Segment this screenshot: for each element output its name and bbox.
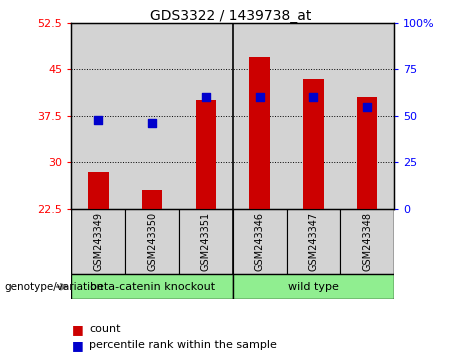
Text: count: count bbox=[89, 324, 120, 334]
Point bbox=[148, 120, 156, 126]
Bar bbox=[340, 209, 394, 274]
Point bbox=[310, 95, 317, 100]
Bar bbox=[88, 172, 109, 209]
Text: genotype/variation: genotype/variation bbox=[5, 282, 104, 292]
Text: GDS3322 / 1439738_at: GDS3322 / 1439738_at bbox=[150, 9, 311, 23]
Bar bbox=[179, 209, 233, 274]
Bar bbox=[71, 274, 233, 299]
Bar bbox=[303, 79, 324, 209]
Point bbox=[364, 104, 371, 109]
Text: GSM243348: GSM243348 bbox=[362, 212, 372, 271]
Text: ■: ■ bbox=[71, 339, 83, 352]
Text: GSM243346: GSM243346 bbox=[254, 212, 265, 271]
Text: wild type: wild type bbox=[288, 282, 339, 292]
Text: GSM243350: GSM243350 bbox=[147, 212, 157, 271]
Text: beta-catenin knockout: beta-catenin knockout bbox=[89, 282, 215, 292]
Bar bbox=[357, 97, 378, 209]
Bar bbox=[142, 190, 162, 209]
Text: ■: ■ bbox=[71, 323, 83, 336]
Bar bbox=[125, 209, 179, 274]
Text: percentile rank within the sample: percentile rank within the sample bbox=[89, 340, 277, 350]
Bar bbox=[233, 209, 287, 274]
Text: GSM243347: GSM243347 bbox=[308, 212, 319, 271]
Point bbox=[256, 95, 263, 100]
Point bbox=[95, 117, 102, 122]
Bar bbox=[195, 101, 216, 209]
Text: GSM243351: GSM243351 bbox=[201, 212, 211, 271]
Bar bbox=[233, 274, 394, 299]
Bar bbox=[287, 209, 340, 274]
Bar bbox=[249, 57, 270, 209]
Bar bbox=[71, 209, 125, 274]
Point bbox=[202, 95, 210, 100]
Text: GSM243349: GSM243349 bbox=[93, 212, 103, 271]
